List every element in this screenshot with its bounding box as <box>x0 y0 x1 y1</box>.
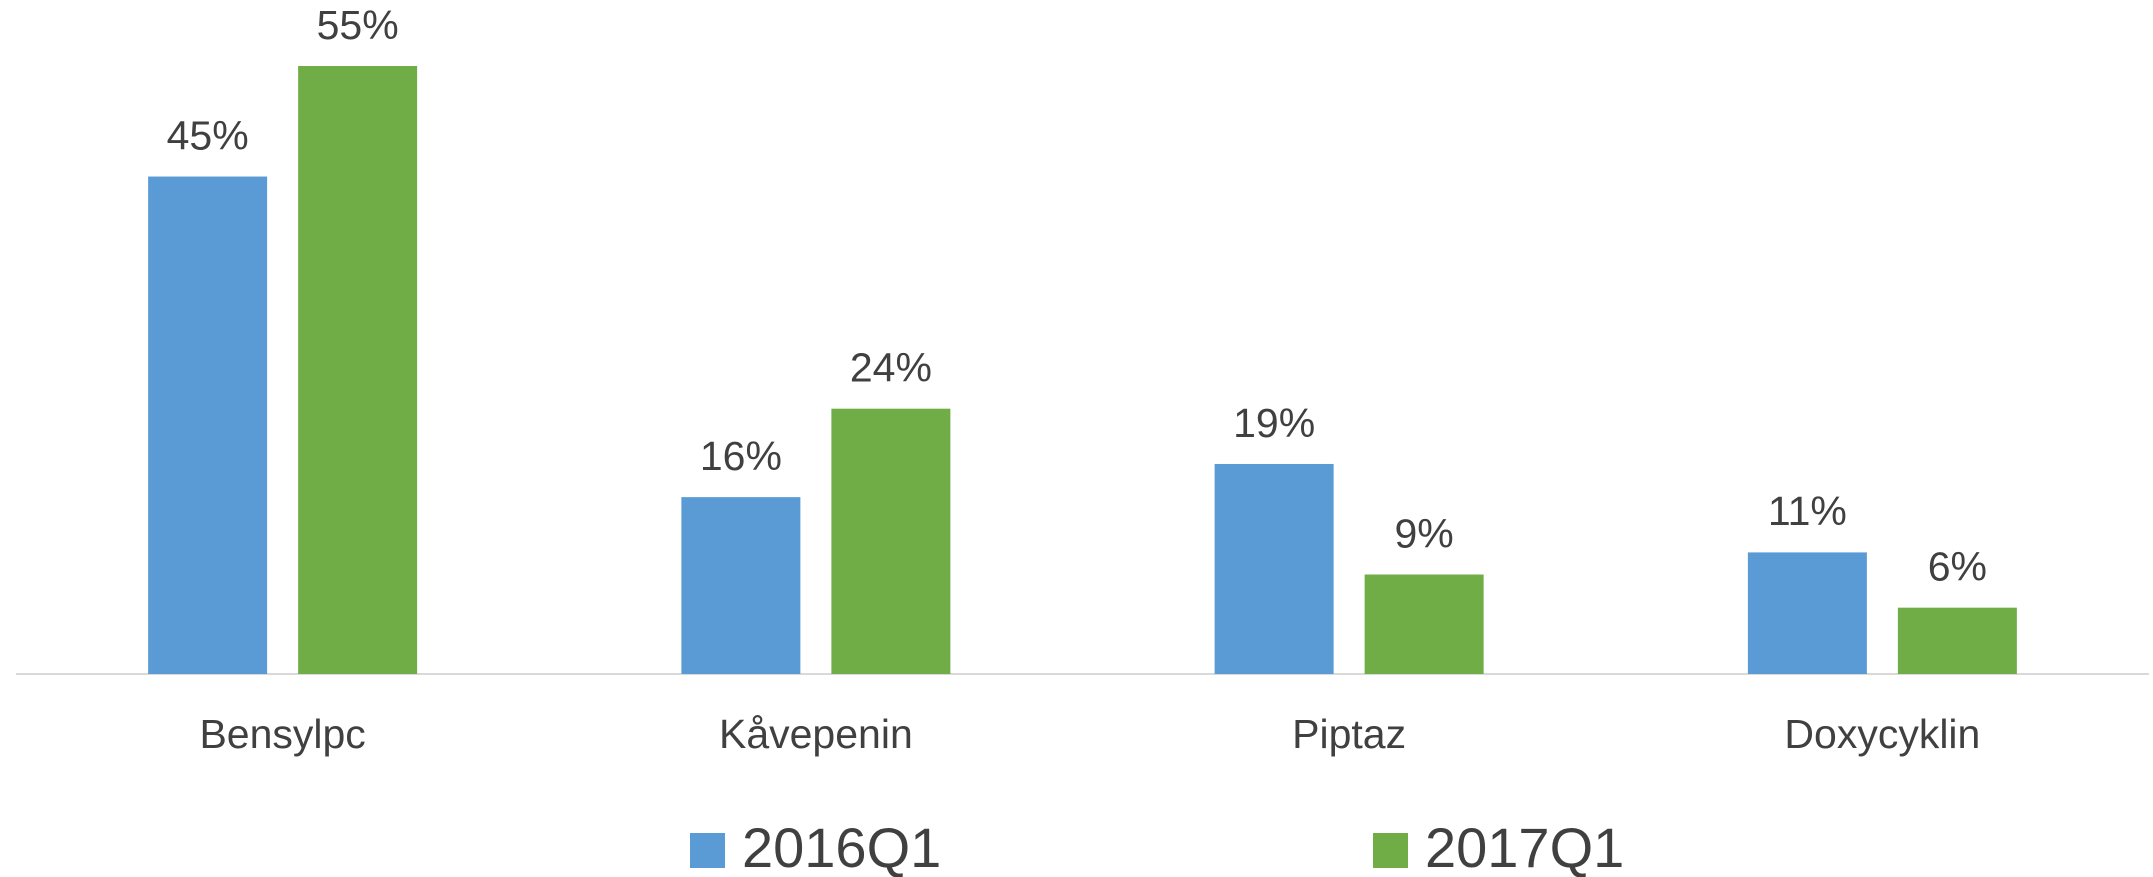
legend-label: 2016Q1 <box>742 816 941 877</box>
x-tick-label: Doxycyklin <box>1784 711 1980 757</box>
data-label: 55% <box>317 2 399 48</box>
data-label: 19% <box>1233 400 1315 446</box>
bar <box>298 66 418 674</box>
x-tick-label: Bensylpc <box>199 711 365 757</box>
bar <box>148 176 268 674</box>
x-tick-label: Kåvepenin <box>719 711 913 757</box>
bar <box>1214 463 1334 674</box>
bar <box>1364 574 1484 674</box>
data-label: 11% <box>1768 488 1847 534</box>
data-label: 16% <box>700 433 782 479</box>
legend-swatch <box>690 833 725 868</box>
data-label: 9% <box>1394 510 1453 556</box>
legend-swatch <box>1373 833 1408 868</box>
legend-label: 2017Q1 <box>1425 816 1624 877</box>
x-tick-label: Piptaz <box>1292 711 1406 757</box>
bar <box>681 497 801 674</box>
bar <box>1897 607 2017 674</box>
data-label: 6% <box>1928 544 1987 590</box>
bar <box>1747 552 1867 674</box>
data-label: 45% <box>167 112 249 158</box>
data-label: 24% <box>850 345 932 391</box>
bar <box>831 408 951 674</box>
